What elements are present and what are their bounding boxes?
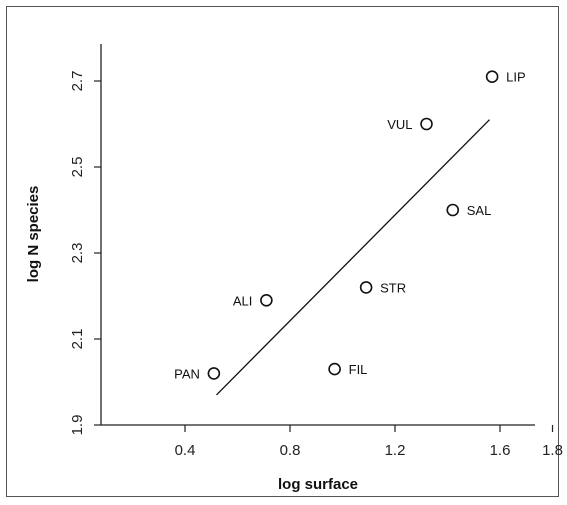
data-point — [359, 281, 373, 294]
y-tick-label: 2.3 — [69, 243, 86, 264]
data-point — [260, 293, 273, 307]
fit-line — [216, 119, 490, 396]
point-label: VUL — [387, 117, 412, 132]
axes — [100, 44, 535, 426]
x-axis-title: log surface — [278, 476, 358, 493]
y-tick-label: 2.7 — [69, 71, 86, 92]
point-label: FIL — [349, 362, 368, 377]
y-tick-label: 2.5 — [69, 157, 86, 178]
x-tick-label: 0.4 — [175, 442, 196, 459]
point-label: LIP — [506, 70, 526, 85]
chart-frame — [6, 6, 559, 497]
x-tick-label: 1.2 — [385, 442, 406, 459]
data-point — [207, 367, 221, 380]
point-label: SAL — [467, 203, 492, 218]
ticks: 0.4 0.8 1.2 1.6 1.8 1.9 2.1 2.3 2.5 2.7 — [69, 71, 563, 459]
data-point — [328, 362, 341, 376]
data-point — [420, 117, 433, 131]
y-tick-label: 2.1 — [69, 329, 86, 350]
x-tick-label: 1.6 — [490, 442, 511, 459]
point-label: ALI — [233, 293, 253, 308]
point-label: PAN — [174, 366, 200, 381]
x-tick-label: 1.8 — [542, 442, 563, 459]
data-points: LIP VUL SAL STR ALI FIL PAN — [174, 70, 526, 382]
x-tick-label: 0.8 — [280, 442, 301, 459]
y-tick-label: 1.9 — [69, 415, 86, 436]
y-axis-title: log N species — [25, 186, 42, 283]
data-point — [446, 203, 460, 217]
point-label: STR — [380, 280, 406, 295]
data-point — [485, 70, 499, 83]
